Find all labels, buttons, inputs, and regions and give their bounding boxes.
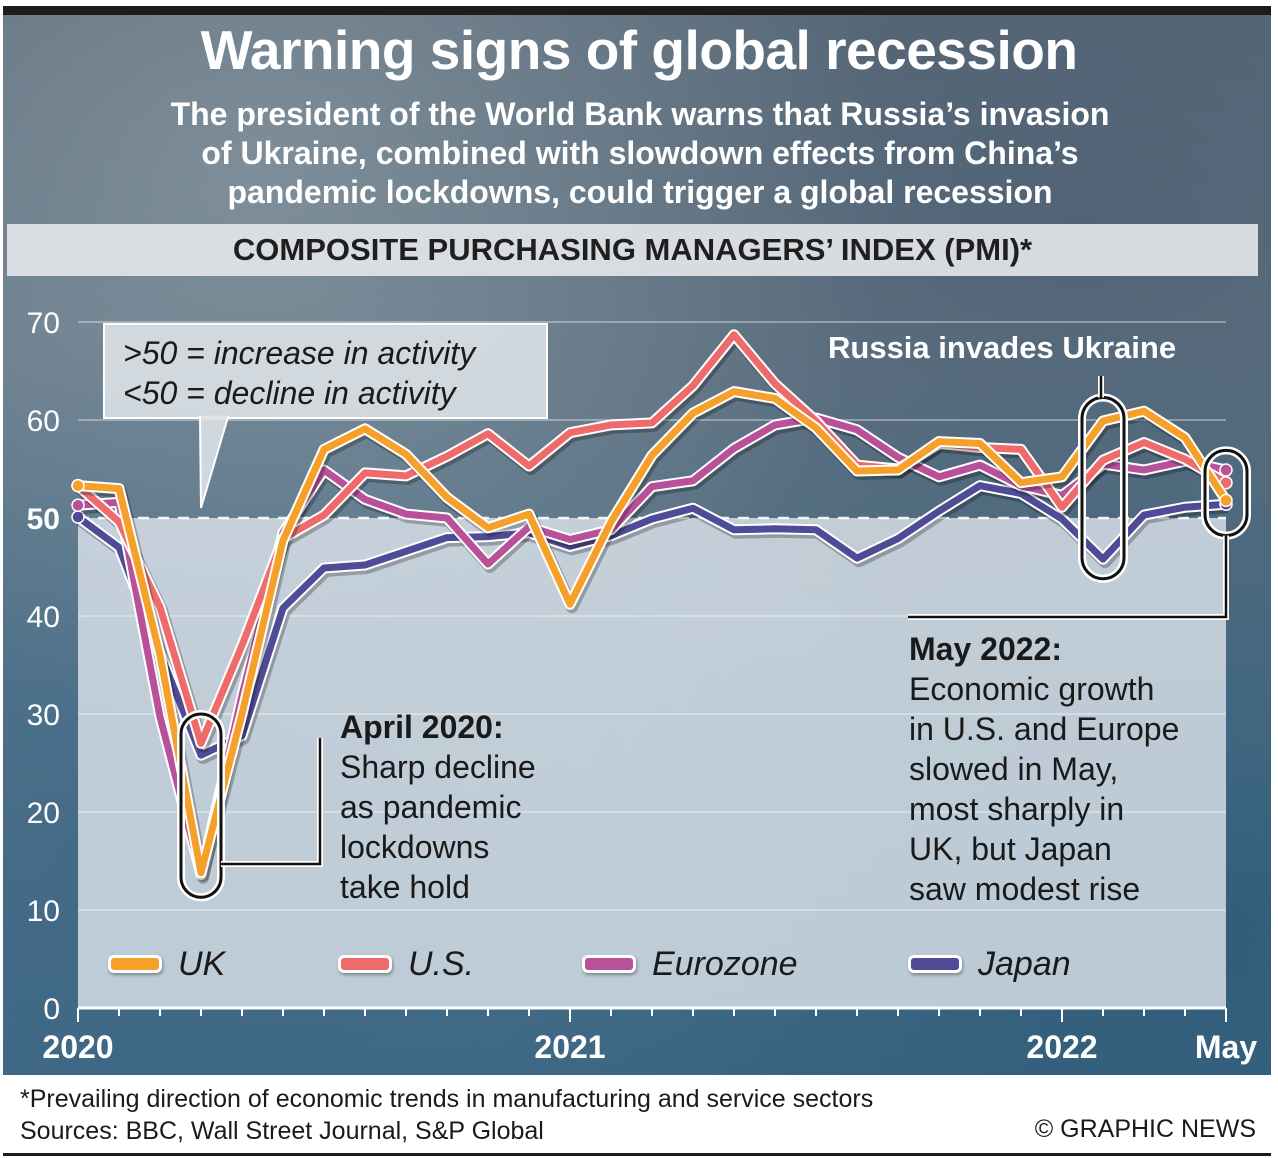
x-tick-label: May (1195, 1029, 1257, 1065)
callout-line-increase: >50 = increase in activity (123, 335, 476, 371)
pmi-explanation-callout: >50 = increase in activity <50 = decline… (103, 323, 548, 419)
y-tick-label: 40 (27, 601, 60, 634)
april-annotation-line: lockdowns (340, 829, 490, 865)
highlight-april-2020 (179, 712, 223, 899)
credit: © GRAPHIC NEWS (1034, 1115, 1256, 1143)
bottom-rule (3, 1153, 1271, 1156)
legend-swatch-japan (908, 955, 962, 973)
subtitle: The president of the World Bank warns th… (90, 95, 1190, 212)
callout-line-decline: <50 = decline in activity (123, 375, 456, 411)
legend-label: U.S. (408, 944, 475, 983)
highlight-ovals (177, 376, 1251, 902)
april-leader-line (221, 738, 322, 866)
legend-swatch-eurozone (582, 955, 636, 973)
legend-item-eurozone: Eurozone (582, 944, 798, 984)
subtitle-line: pandemic lockdowns, could trigger a glob… (227, 174, 1053, 210)
page-title: Warning signs of global recession (200, 19, 1078, 81)
series-endpoint-eurozone (71, 498, 85, 513)
y-tick-label: 50 (27, 503, 60, 536)
may-leader-line (908, 535, 1228, 619)
y-tick-label: 70 (27, 307, 60, 340)
april-2020-annotation: April 2020: Sharp decline as pandemic lo… (340, 707, 536, 907)
x-tick-label: 2021 (534, 1029, 605, 1065)
may-annotation-title: May 2022: (909, 631, 1062, 667)
legend-item-japan: Japan (908, 944, 1071, 984)
legend-swatch-us (338, 955, 392, 973)
may-annotation-line: most sharply in (909, 791, 1125, 827)
subtitle-line: of Ukraine, combined with slowdown effec… (201, 135, 1079, 171)
legend-item-us: U.S. (338, 944, 474, 984)
may-annotation-line: saw modest rise (909, 871, 1141, 907)
x-tick-label: 2020 (42, 1029, 113, 1065)
may-annotation-line: Economic growth (909, 671, 1155, 707)
legend-swatch-uk (108, 955, 162, 973)
series-line-japan (74, 482, 1230, 759)
footnote: *Prevailing direction of economic trends… (20, 1085, 874, 1113)
legend-label: Japan (978, 944, 1071, 983)
footer: *Prevailing direction of economic trends… (20, 1083, 873, 1147)
legend-label: UK (178, 944, 226, 983)
april-annotation-line: as pandemic (340, 789, 522, 825)
april-annotation-line: take hold (340, 869, 470, 905)
chart-title-bar: COMPOSITE PURCHASING MANAGERS’ INDEX (PM… (7, 224, 1258, 276)
april-annotation-line: Sharp decline (340, 749, 536, 785)
series-lines (71, 329, 1234, 884)
y-tick-label: 30 (27, 699, 60, 732)
y-tick-label: 60 (27, 405, 60, 438)
series-endpoint-uk (71, 478, 85, 493)
legend-item-uk: UK (108, 944, 225, 984)
legend-label: Eurozone (652, 944, 798, 983)
y-axis-ticks: 0 10 20 30 40 50 60 70 (27, 307, 60, 1026)
top-rule (3, 6, 1271, 15)
may-annotation-line: UK, but Japan (909, 831, 1112, 867)
series-line-uk (74, 388, 1230, 877)
series-endpoint-uk (1219, 493, 1233, 508)
x-tick-label: 2022 (1026, 1029, 1097, 1065)
y-tick-label: 20 (27, 797, 60, 830)
series-line-us (74, 331, 1230, 747)
y-tick-label: 0 (43, 993, 60, 1026)
y-tick-label: 10 (27, 895, 60, 928)
russia-invades-label: Russia invades Ukraine (828, 330, 1177, 365)
april-annotation-title: April 2020: (340, 709, 504, 745)
may-annotation-line: in U.S. and Europe (909, 711, 1180, 747)
may-2022-annotation: May 2022: Economic growth in U.S. and Eu… (909, 629, 1179, 909)
subtitle-line: The president of the World Bank warns th… (170, 96, 1110, 132)
sources: Sources: BBC, Wall Street Journal, S&P G… (20, 1117, 544, 1145)
may-annotation-line: slowed in May, (909, 751, 1119, 787)
x-axis: 2020 2021 2022 May (42, 1006, 1257, 1065)
